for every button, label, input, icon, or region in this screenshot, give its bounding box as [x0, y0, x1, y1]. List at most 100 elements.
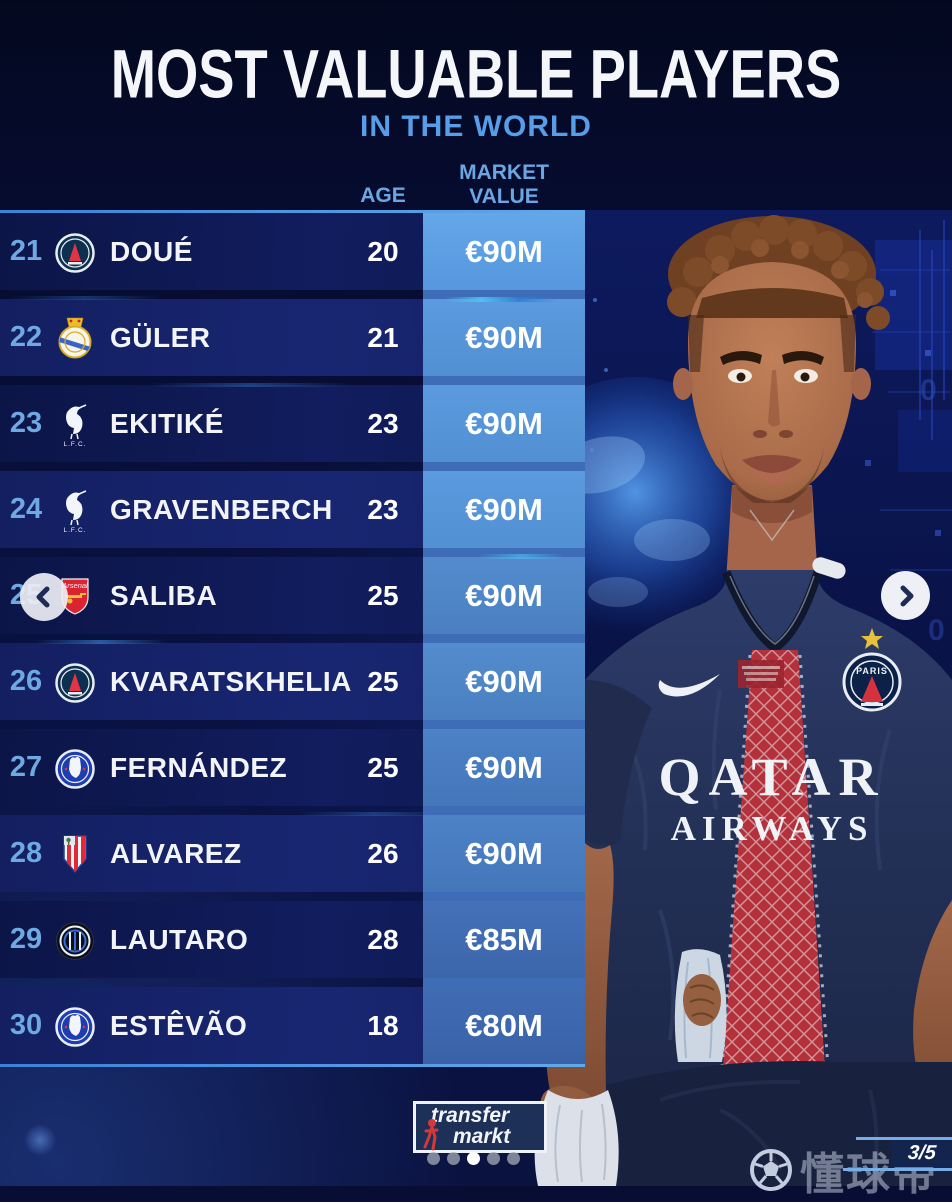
jersey-sponsor-line1: QATAR	[659, 747, 886, 807]
player-name: FERNÁNDEZ	[110, 751, 288, 783]
carousel-dots	[427, 1152, 520, 1165]
market-value: €90M	[423, 815, 585, 892]
table-row-23: 23 L.F.C. EKITIKÉ 23 €90M	[0, 385, 585, 462]
mvp-table: 21 DOUÉ 20 €90M 22 GÜLER 21 €90M 23	[0, 210, 585, 1067]
market-value: €90M	[423, 729, 585, 806]
market-value: €90M	[423, 557, 585, 634]
player-name: KVARATSKHELIA	[110, 665, 352, 697]
age-value: 25	[367, 579, 399, 611]
age-value: 25	[367, 665, 399, 697]
carousel-dot-1[interactable]	[427, 1152, 440, 1165]
age-value: 23	[367, 407, 399, 439]
next-slide-button[interactable]	[881, 571, 930, 620]
age-value: 18	[367, 1009, 399, 1041]
table-row-21: 21 DOUÉ 20 €90M	[0, 213, 585, 290]
glow-streak	[444, 297, 556, 302]
svg-text:L.F.C.: L.F.C.	[64, 527, 87, 533]
club-badge-real-madrid-icon	[58, 317, 92, 358]
chevron-left-icon	[36, 586, 50, 608]
rank-value: 28	[9, 837, 43, 869]
player-name: EKITIKÉ	[110, 407, 224, 439]
club-badge-psg-icon	[55, 232, 95, 273]
page-indicator-text: 3/5	[906, 1142, 938, 1164]
jersey-centre-stripe	[720, 650, 830, 1069]
carousel-dot-5[interactable]	[507, 1152, 520, 1165]
table-row-28: 28 ALVAREZ 26 €90M	[0, 815, 585, 892]
table-row-25: 25 Arsenal SALIBA 25 €90M	[0, 557, 585, 634]
table-row-26: 26 KVARATSKHELIA 25 €90M	[0, 643, 585, 720]
table-top-rule	[0, 210, 585, 213]
carousel-dot-3-active[interactable]	[467, 1152, 480, 1165]
football-icon	[750, 1149, 792, 1191]
age-value: 26	[367, 837, 399, 869]
market-value: €80M	[423, 987, 585, 1064]
age-value: 20	[367, 235, 399, 267]
market-value: €90M	[423, 299, 585, 376]
player-name: GÜLER	[110, 321, 211, 353]
player-name: DOUÉ	[110, 235, 193, 267]
page-subtitle: IN THE WORLD	[360, 110, 592, 143]
page-indicator-line-bottom	[843, 1168, 952, 1171]
svg-text:L.F.C.: L.F.C.	[64, 441, 87, 447]
player-name: LAUTARO	[110, 923, 249, 955]
column-header-age: AGE	[360, 184, 406, 207]
player-name: GRAVENBERCH	[110, 493, 333, 525]
rank-value: 24	[9, 493, 43, 525]
transfermarkt-logo: transfer markt	[413, 1101, 547, 1153]
table-row-22: 22 GÜLER 21 €90M	[0, 299, 585, 376]
table-bottom-rule	[0, 1064, 585, 1067]
column-header-market-value: MARKET VALUE	[459, 161, 549, 208]
carousel-dot-4[interactable]	[487, 1152, 500, 1165]
market-value: €85M	[423, 901, 585, 978]
nike-swoosh-icon	[658, 674, 720, 697]
glow-streak	[36, 640, 166, 644]
market-value: €90M	[423, 471, 585, 548]
glow-streak	[150, 383, 350, 387]
taped-hand	[812, 557, 846, 579]
club-badge-chelsea-icon	[55, 1006, 95, 1047]
svg-text:0: 0	[928, 614, 945, 647]
rank-value: 29	[9, 923, 43, 955]
market-value: €90M	[423, 213, 585, 290]
jersey-sponsor-line2: AIRWAYS	[671, 809, 874, 848]
club-badge-chelsea-icon	[55, 748, 95, 789]
page-indicator-line-top	[856, 1137, 952, 1140]
carousel-dot-2[interactable]	[447, 1152, 460, 1165]
table-row-29: 29 LAUTARO 28 €85M	[0, 901, 585, 978]
rank-value: 26	[9, 665, 43, 697]
psg-crest-icon: PARIS	[842, 628, 902, 712]
svg-text:0: 0	[920, 374, 937, 407]
crest-text: PARIS	[856, 666, 888, 676]
transfermarkt-logo-line1: transfer	[431, 1104, 510, 1127]
market-value: €90M	[423, 643, 585, 720]
market-value: €90M	[423, 385, 585, 462]
previous-slide-button[interactable]	[20, 573, 68, 621]
glow-streak	[10, 296, 160, 300]
glow-streak	[478, 554, 564, 559]
page-title: MOST VALUABLE PLAYERS	[110, 35, 842, 113]
club-badge-liverpool-icon: L.F.C.	[64, 489, 87, 533]
club-badge-psg-icon	[55, 662, 95, 703]
age-value: 23	[367, 493, 399, 525]
rank-value: 22	[9, 321, 43, 353]
club-badge-atletico-icon	[63, 834, 87, 873]
chevron-right-icon	[900, 585, 913, 606]
rank-value: 30	[9, 1009, 43, 1041]
rank-value: 21	[9, 235, 43, 267]
svg-text:Arsenal: Arsenal	[61, 581, 88, 590]
table-row-30: 30 ESTÊVÃO 18 €80M	[0, 987, 585, 1064]
rank-value: 23	[9, 407, 43, 439]
glow-streak	[300, 812, 450, 816]
player-name: SALIBA	[110, 579, 218, 611]
player-name: ALVAREZ	[110, 837, 242, 869]
age-value: 25	[367, 751, 399, 783]
club-badge-inter-icon	[56, 921, 94, 960]
age-value: 28	[367, 923, 399, 955]
club-badge-liverpool-icon: L.F.C.	[64, 403, 87, 447]
table-row-24: 24 L.F.C. GRAVENBERCH 23 €90M	[0, 471, 585, 548]
age-value: 21	[367, 321, 399, 353]
player-name: ESTÊVÃO	[110, 1009, 248, 1041]
jersey-match-text	[738, 660, 784, 688]
page-indicator: 3/5	[892, 1140, 952, 1167]
transfermarkt-figure-icon	[423, 1119, 439, 1151]
